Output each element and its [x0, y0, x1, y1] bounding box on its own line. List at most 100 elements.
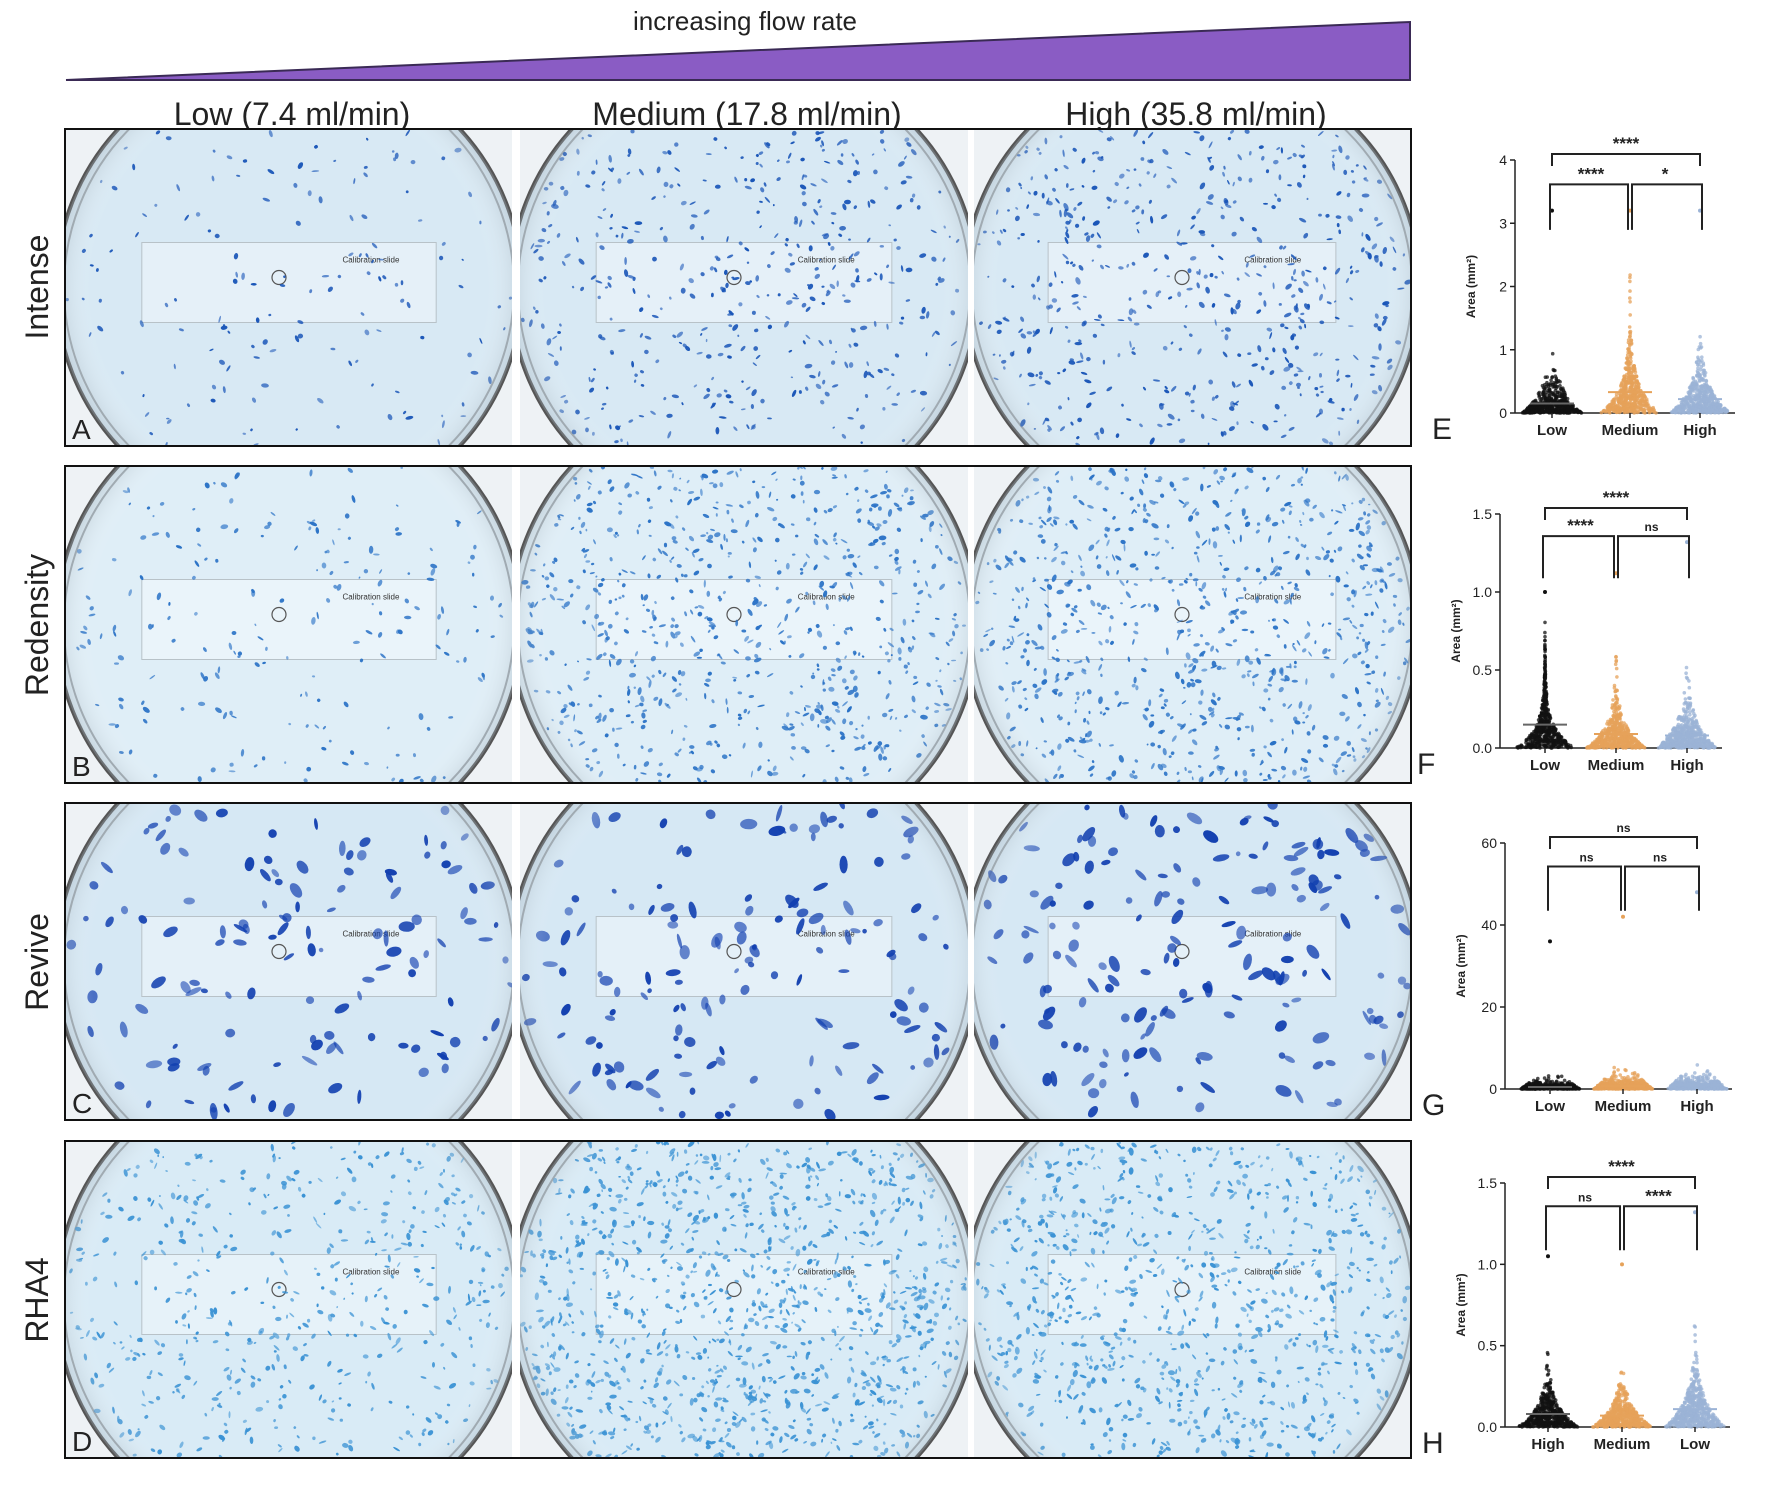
data-point [1556, 1074, 1560, 1079]
data-point [1676, 716, 1681, 721]
data-point [1612, 709, 1616, 714]
data-point [1682, 691, 1687, 695]
data-point [1707, 746, 1712, 750]
data-point [1681, 728, 1685, 733]
data-point [1525, 743, 1529, 748]
data-point [1686, 404, 1691, 408]
data-point [1665, 737, 1669, 742]
photo-redensity-medium: Calibration slide [520, 467, 968, 782]
photo-rha4-low: Calibration slideD [66, 1142, 512, 1457]
data-point [1638, 400, 1643, 405]
data-point [1543, 676, 1547, 681]
column-header-medium: Medium (17.8 ml/min) [592, 96, 901, 132]
data-point [1614, 694, 1618, 698]
y-tick-label: 3 [1499, 215, 1507, 231]
data-point [1543, 647, 1547, 652]
data-point [1697, 359, 1702, 363]
data-point [1557, 409, 1561, 413]
data-point [1701, 404, 1705, 408]
data-point [1694, 720, 1698, 724]
series-high [1666, 890, 1729, 1091]
data-point [1640, 397, 1645, 401]
data-point [1534, 409, 1538, 413]
y-tick-label: 40 [1481, 917, 1497, 933]
data-point [1615, 1078, 1619, 1083]
series-medium [1592, 914, 1655, 1091]
data-point [1630, 1071, 1635, 1076]
data-point [1690, 740, 1695, 744]
data-point [1537, 714, 1542, 719]
data-point [1525, 1082, 1529, 1087]
y-axis-label: Area (mm²) [1454, 1273, 1468, 1336]
data-point [1693, 1071, 1697, 1075]
data-point [1622, 410, 1627, 415]
data-point [1672, 408, 1676, 412]
data-point [1615, 713, 1620, 718]
data-point [1592, 744, 1596, 748]
y-tick-label: 20 [1481, 999, 1497, 1015]
data-point [1614, 1074, 1618, 1079]
data-point [1625, 356, 1630, 361]
photo-separator [968, 804, 974, 1119]
photo-rha4-high: Calibration slide [974, 1142, 1410, 1457]
data-point [1701, 738, 1706, 743]
data-point [1543, 1081, 1547, 1086]
data-point [1687, 737, 1691, 742]
y-tick-label: 60 [1481, 835, 1497, 851]
data-point [1625, 402, 1629, 407]
data-point [1624, 397, 1628, 402]
data-point [1634, 382, 1639, 387]
y-tick-label: 0.5 [1473, 662, 1493, 678]
y-tick-label: 4 [1499, 152, 1507, 168]
column-header-high: High (35.8 ml/min) [1065, 96, 1326, 132]
data-point [1713, 410, 1717, 415]
data-point [1689, 400, 1693, 404]
photo-revive-low: Calibration slideC [66, 804, 512, 1119]
data-point [1625, 353, 1630, 357]
data-point [1638, 744, 1642, 748]
row-label-intense: Intense [19, 235, 55, 340]
data-point [1576, 409, 1580, 413]
data-point [1605, 405, 1610, 410]
photo-revive-medium: Calibration slide [520, 804, 968, 1119]
data-point [1612, 714, 1616, 718]
data-point [1543, 654, 1547, 659]
data-point [1683, 697, 1688, 701]
photo-intense-high: Calibration slide [974, 130, 1410, 445]
data-point [1705, 1070, 1709, 1074]
photo-revive-high: Calibration slide [974, 804, 1410, 1119]
data-point [1666, 1086, 1671, 1091]
data-point [1543, 409, 1547, 414]
data-point [1557, 405, 1562, 410]
significance-bracket [1542, 535, 1615, 579]
data-point [1542, 680, 1547, 685]
data-point [1621, 1078, 1626, 1083]
data-point [1699, 384, 1704, 389]
y-tick-label: 2 [1499, 279, 1507, 295]
data-point [1631, 381, 1636, 385]
photo-separator [512, 1142, 520, 1457]
data-point [1633, 387, 1637, 392]
photo-redensity-low: Calibration slideB [66, 467, 512, 782]
data-point [1566, 405, 1570, 410]
data-point [1694, 724, 1698, 729]
series-low [1520, 208, 1584, 415]
significance-bracket [1549, 183, 1629, 230]
data-point [1617, 706, 1622, 711]
data-point [1634, 406, 1638, 411]
data-point [1697, 345, 1702, 349]
data-point [1629, 338, 1633, 342]
photo-row-intense: Calibration slideACalibration slideCalib… [64, 128, 1412, 447]
data-point [1677, 404, 1682, 409]
data-point [1532, 399, 1536, 404]
data-point [1693, 403, 1698, 408]
data-point [1639, 1080, 1644, 1085]
data-point [1704, 1074, 1709, 1078]
significance-label: **** [1578, 164, 1605, 183]
data-point [1631, 396, 1636, 400]
data-point [1634, 374, 1639, 379]
data-point [1536, 391, 1541, 396]
data-point [1692, 1075, 1697, 1080]
photo-separator [512, 130, 520, 445]
data-point [1695, 362, 1700, 367]
